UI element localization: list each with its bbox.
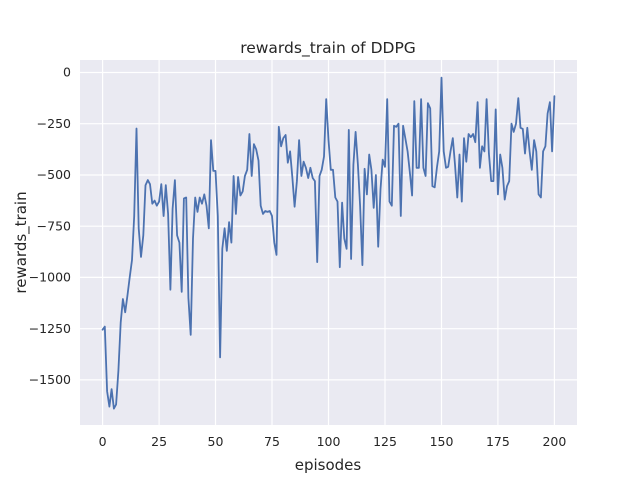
x-axis-label: episodes <box>295 456 362 474</box>
y-axis-label: rewards_train <box>12 191 31 293</box>
x-tick-label: 25 <box>151 434 167 449</box>
chart-title: rewards_train of DDPG <box>240 39 416 58</box>
x-tick-label: 150 <box>430 434 454 449</box>
x-tick-labels: 0 25 50 75 100 125 150 175 200 <box>99 434 567 449</box>
y-tick-label: 0 <box>63 65 71 80</box>
x-tick-label: 175 <box>486 434 510 449</box>
y-tick-label: −1000 <box>29 270 71 285</box>
x-tick-label: 125 <box>373 434 397 449</box>
series-line-rewards_train <box>101 76 556 410</box>
grid-lines <box>80 60 577 425</box>
series-group <box>101 76 556 410</box>
x-tick-label: 75 <box>264 434 280 449</box>
x-tick-label: 100 <box>317 434 341 449</box>
x-tick-label: 50 <box>208 434 224 449</box>
y-tick-label: −500 <box>37 167 71 182</box>
y-tick-labels: 0 −250 −500 −750 −1000 −1250 −1500 <box>29 65 71 387</box>
y-tick-label: −1500 <box>29 372 71 387</box>
y-tick-label: −1250 <box>29 321 71 336</box>
y-tick-label: −250 <box>37 116 71 131</box>
x-tick-label: 200 <box>542 434 566 449</box>
y-tick-label: −750 <box>37 218 71 233</box>
x-tick-label: 0 <box>99 434 107 449</box>
